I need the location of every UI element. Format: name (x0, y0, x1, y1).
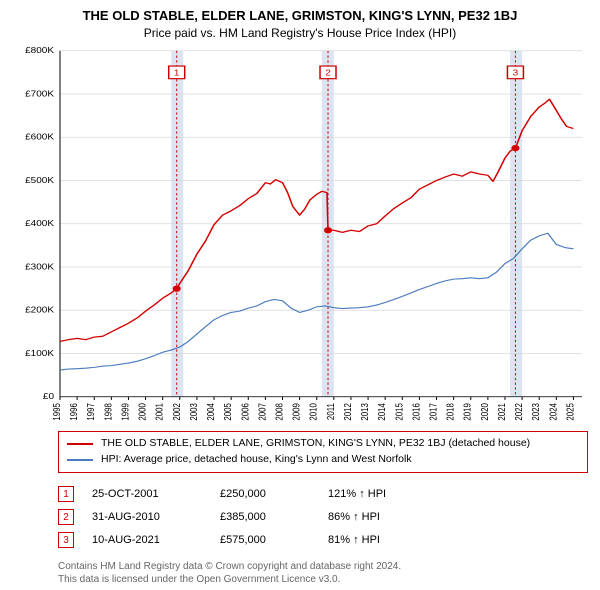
marker-badge: 1 (58, 486, 74, 502)
legend-swatch (67, 443, 93, 445)
svg-text:2021: 2021 (496, 403, 507, 421)
chart-area: £0 £100K £200K £300K £400K £500K £600K £700K £80… (8, 46, 592, 425)
footer-line-1: Contains HM Land Registry data © Crown c… (58, 560, 588, 573)
marker-hpi: 81% ↑ HPI (328, 529, 418, 552)
svg-text:2017: 2017 (428, 403, 439, 421)
marker-row: 2 31-AUG-2010 £385,000 86% ↑ HPI (58, 506, 588, 529)
svg-text:1998: 1998 (102, 403, 113, 421)
svg-text:2012: 2012 (342, 403, 353, 421)
svg-text:2004: 2004 (205, 403, 216, 421)
svg-text:1995: 1995 (51, 403, 62, 421)
marker-badge: 2 (58, 509, 74, 525)
svg-text:2: 2 (325, 69, 331, 78)
svg-text:2009: 2009 (291, 403, 302, 421)
footer-line-2: This data is licensed under the Open Gov… (58, 573, 588, 586)
svg-text:2013: 2013 (359, 403, 370, 421)
marker-price: £250,000 (220, 483, 310, 506)
marker-hpi: 121% ↑ HPI (328, 483, 418, 506)
svg-text:2008: 2008 (274, 403, 285, 421)
marker-row: 3 10-AUG-2021 £575,000 81% ↑ HPI (58, 529, 588, 552)
svg-text:2001: 2001 (154, 403, 165, 421)
legend-swatch (67, 459, 93, 461)
svg-text:2005: 2005 (222, 403, 233, 421)
svg-text:2024: 2024 (547, 403, 558, 421)
svg-text:£0: £0 (43, 392, 54, 401)
svg-text:2018: 2018 (445, 403, 456, 421)
legend-item: THE OLD STABLE, ELDER LANE, GRIMSTON, KI… (67, 436, 579, 452)
title-main: THE OLD STABLE, ELDER LANE, GRIMSTON, KI… (8, 8, 592, 23)
svg-text:2000: 2000 (137, 403, 148, 421)
svg-text:£300K: £300K (25, 262, 54, 271)
svg-text:2007: 2007 (256, 403, 267, 421)
svg-text:2014: 2014 (376, 403, 387, 421)
chart-container: THE OLD STABLE, ELDER LANE, GRIMSTON, KI… (0, 0, 600, 590)
title-sub: Price paid vs. HM Land Registry's House … (8, 26, 592, 40)
svg-text:2011: 2011 (325, 403, 336, 420)
svg-text:£600K: £600K (25, 133, 54, 142)
legend-label: HPI: Average price, detached house, King… (101, 452, 412, 468)
svg-text:£700K: £700K (25, 89, 54, 98)
svg-text:£400K: £400K (25, 219, 54, 228)
footer-note: Contains HM Land Registry data © Crown c… (58, 560, 588, 586)
legend-box: THE OLD STABLE, ELDER LANE, GRIMSTON, KI… (58, 431, 588, 473)
line-chart: £0 £100K £200K £300K £400K £500K £600K £700K £80… (8, 46, 592, 425)
legend-label: THE OLD STABLE, ELDER LANE, GRIMSTON, KI… (101, 436, 530, 452)
svg-text:£100K: £100K (25, 349, 54, 358)
svg-text:2019: 2019 (462, 403, 473, 421)
svg-text:3: 3 (513, 69, 519, 78)
svg-text:£800K: £800K (25, 46, 54, 55)
marker-price: £385,000 (220, 506, 310, 529)
marker-hpi: 86% ↑ HPI (328, 506, 418, 529)
svg-text:2006: 2006 (239, 403, 250, 421)
svg-text:1: 1 (174, 69, 180, 78)
svg-text:2025: 2025 (565, 403, 576, 421)
marker-date: 25-OCT-2001 (92, 483, 202, 506)
svg-text:£500K: £500K (25, 176, 54, 185)
svg-text:2015: 2015 (393, 403, 404, 421)
legend-item: HPI: Average price, detached house, King… (67, 452, 579, 468)
svg-text:1996: 1996 (68, 403, 79, 421)
marker-date: 10-AUG-2021 (92, 529, 202, 552)
svg-text:1997: 1997 (85, 403, 96, 421)
svg-text:2023: 2023 (530, 403, 541, 421)
svg-text:2020: 2020 (479, 403, 490, 421)
marker-row: 1 25-OCT-2001 £250,000 121% ↑ HPI (58, 483, 588, 506)
svg-text:2022: 2022 (513, 403, 524, 421)
svg-text:1999: 1999 (120, 403, 131, 421)
svg-text:£200K: £200K (25, 306, 54, 315)
marker-badge: 3 (58, 532, 74, 548)
marker-date: 31-AUG-2010 (92, 506, 202, 529)
svg-text:2010: 2010 (308, 403, 319, 421)
marker-price: £575,000 (220, 529, 310, 552)
svg-text:2002: 2002 (171, 403, 182, 421)
marker-table: 1 25-OCT-2001 £250,000 121% ↑ HPI 2 31-AUG-20… (58, 483, 588, 552)
svg-text:2016: 2016 (411, 403, 422, 421)
svg-text:2003: 2003 (188, 403, 199, 421)
